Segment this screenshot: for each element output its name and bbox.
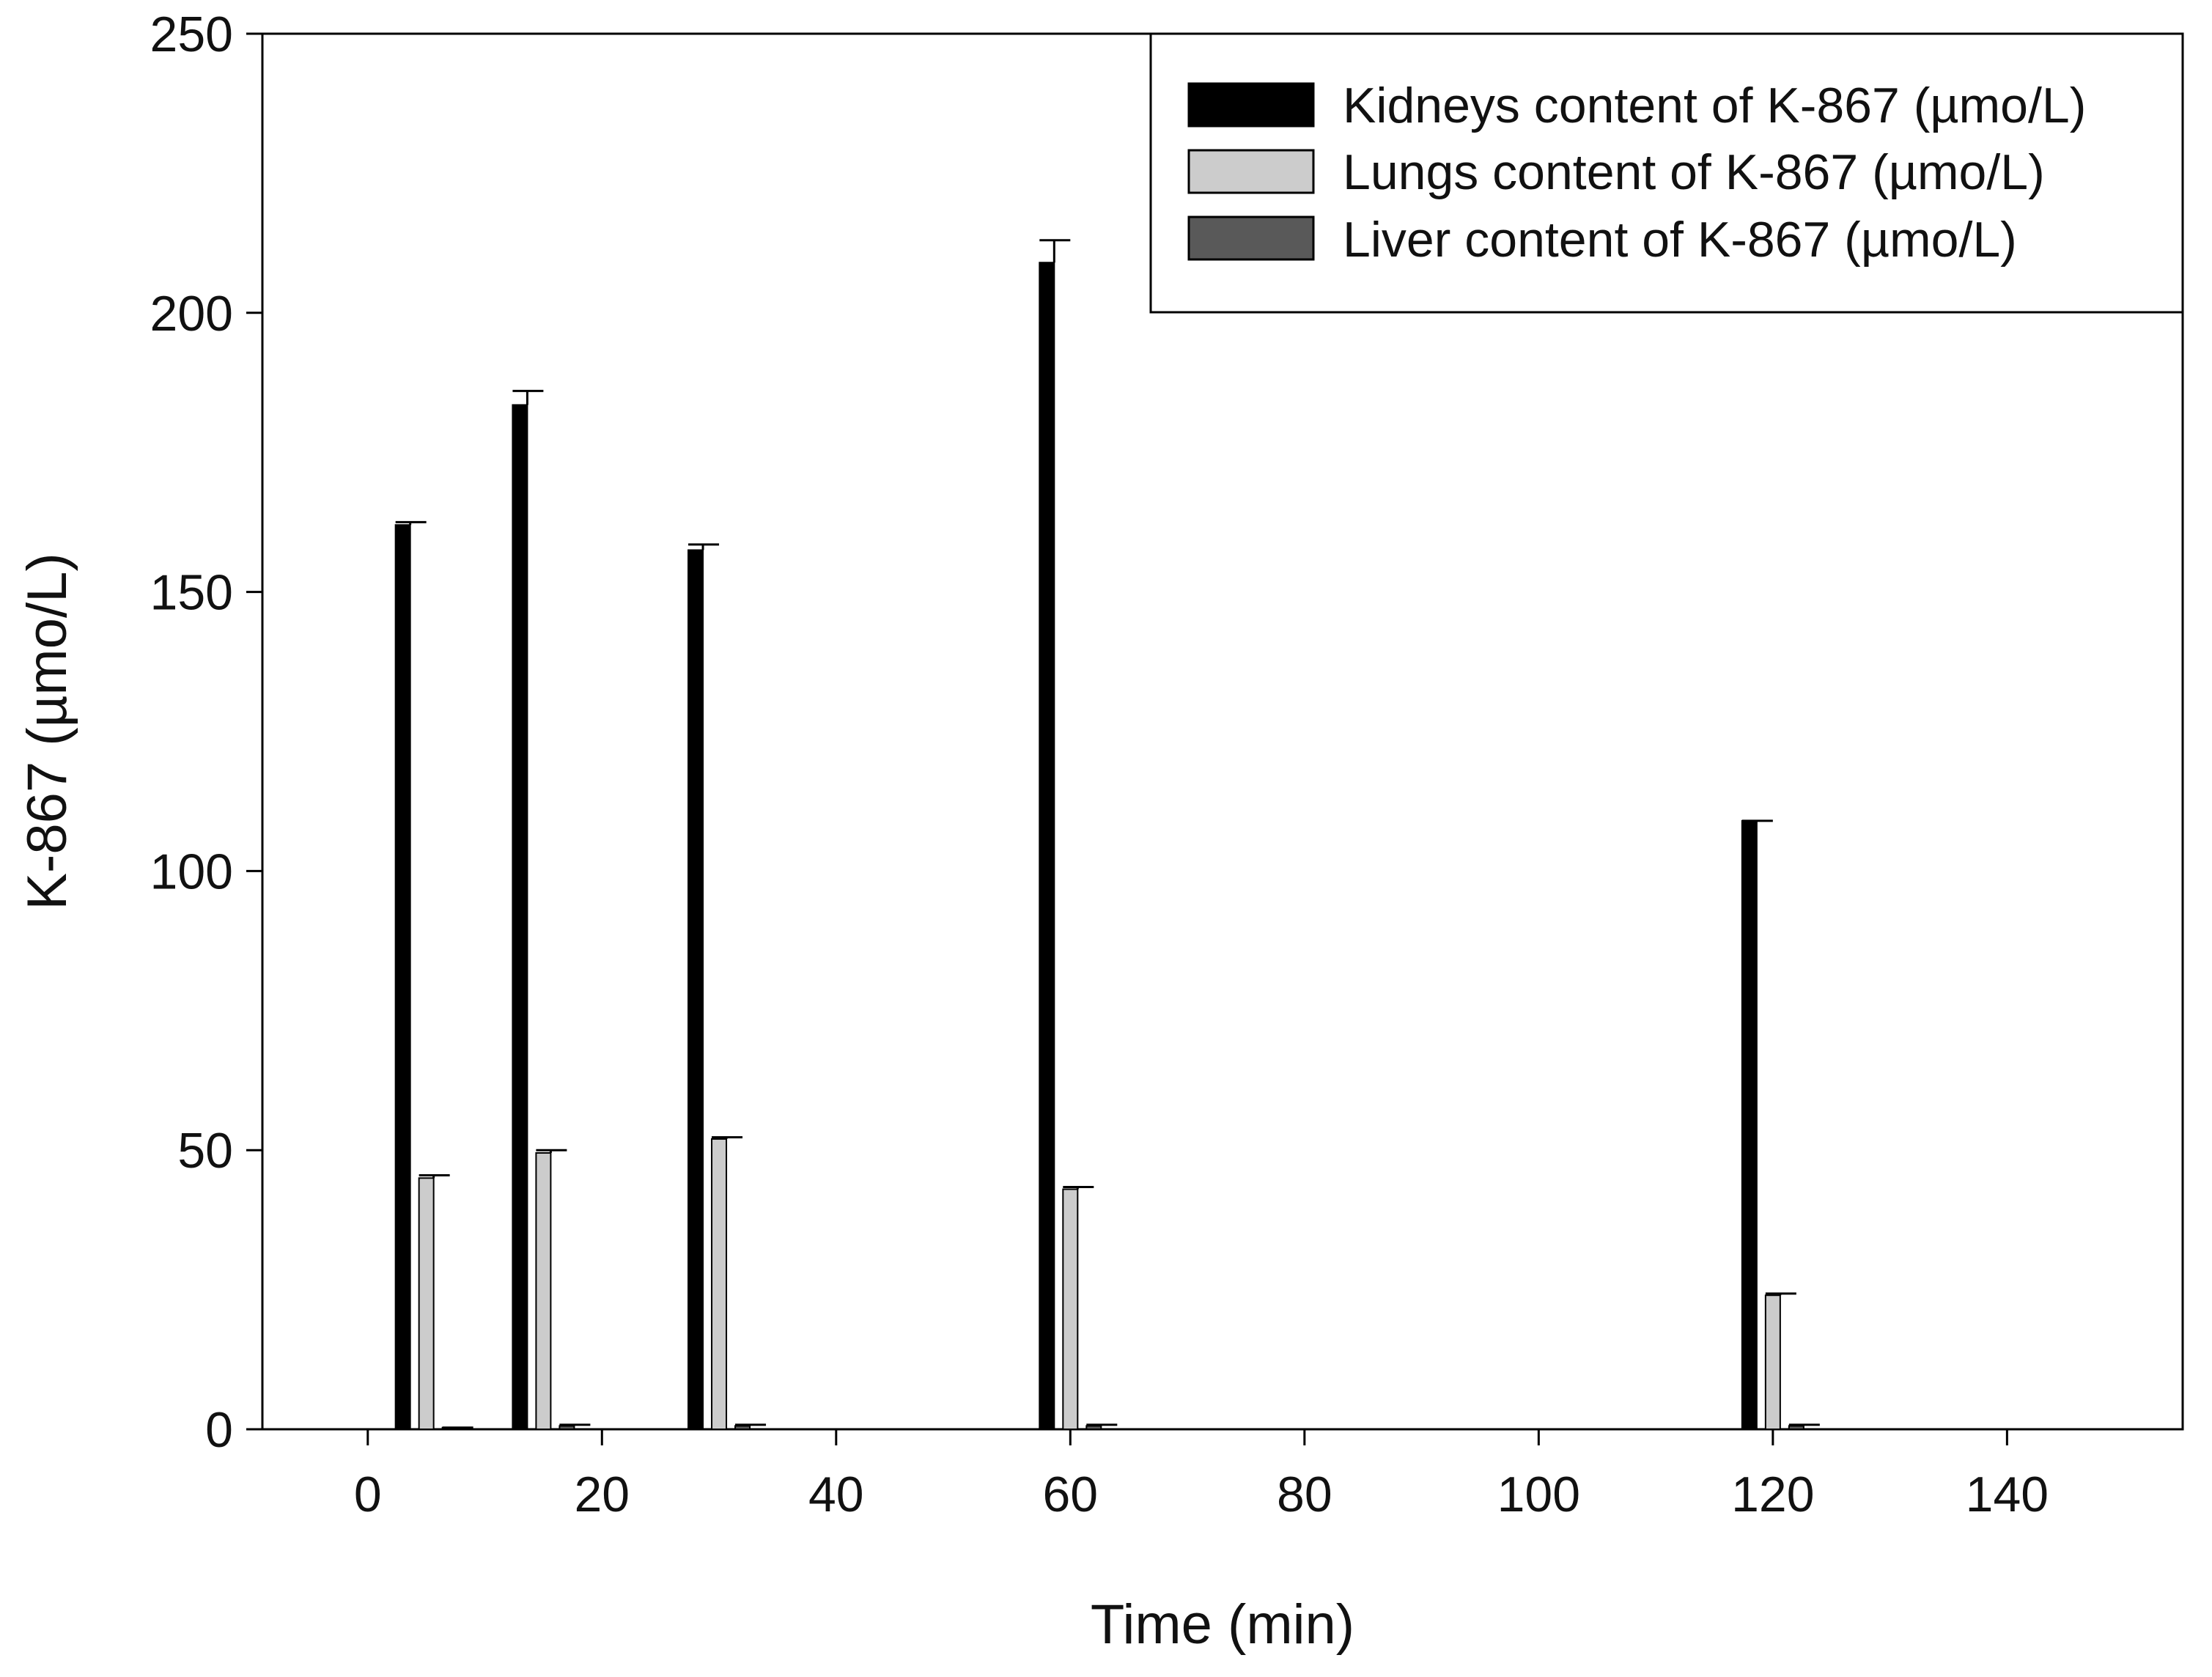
bars-layer [394, 239, 1820, 1431]
y-tick-label: 50 [177, 1123, 233, 1179]
x-tick-label: 140 [1966, 1467, 2049, 1522]
y-tick-label: 250 [150, 7, 233, 62]
x-tick-label: 40 [808, 1467, 864, 1522]
y-tick-label: 100 [150, 844, 233, 899]
bar-liver [558, 1425, 575, 1431]
legend-label-kidneys: Kidneys content of K-867 (µmo/L) [1343, 78, 2086, 133]
x-axis-label: Time (min) [1091, 1593, 1354, 1656]
y-tick-label: 150 [150, 565, 233, 621]
bar-kidneys [394, 524, 411, 1430]
legend-label-lungs: Lungs content of K-867 (µmo/L) [1343, 144, 2045, 200]
x-tick-label: 80 [1277, 1467, 1332, 1522]
legend: Kidneys content of K-867 (µmo/L) Lungs c… [1149, 32, 2184, 314]
bar-kidneys [687, 549, 704, 1430]
bar-lungs [418, 1177, 435, 1431]
y-tick-label: 200 [150, 286, 233, 342]
legend-box [1149, 32, 2184, 314]
bar-liver [1085, 1425, 1102, 1431]
bar-kidneys [1741, 819, 1758, 1430]
x-tick-label: 0 [354, 1467, 382, 1522]
y-tick-label: 0 [205, 1402, 233, 1458]
x-tick-label: 60 [1042, 1467, 1098, 1522]
bar-lungs [1764, 1294, 1781, 1430]
ticks-layer: 0 50 100 150 200 250 0 20 40 60 80 100 120 140 [150, 7, 2049, 1522]
bar-lungs [535, 1152, 552, 1431]
legend-swatch-lungs [1187, 149, 1315, 194]
bar-liver [734, 1425, 751, 1431]
bar-lungs [1062, 1188, 1079, 1430]
legend-swatch-liver [1187, 215, 1315, 261]
bar-kidneys [1039, 262, 1055, 1431]
x-tick-label: 20 [574, 1467, 630, 1522]
y-axis-label: K-867 (µmo/L) [16, 553, 78, 910]
legend-swatch-kidneys [1187, 82, 1315, 128]
bar-liver [1788, 1425, 1804, 1431]
legend-label-liver: Liver content of K-867 (µmo/L) [1343, 212, 2017, 268]
x-tick-label: 100 [1497, 1467, 1580, 1522]
bar-lungs [711, 1138, 728, 1431]
bar-kidneys [512, 404, 528, 1430]
x-tick-label: 120 [1731, 1467, 1814, 1522]
